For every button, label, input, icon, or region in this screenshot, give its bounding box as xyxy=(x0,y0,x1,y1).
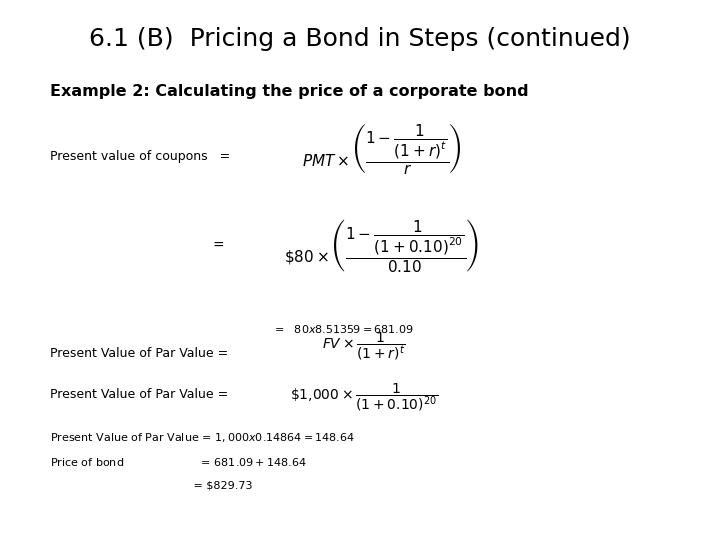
Text: 6.1 (B)  Pricing a Bond in Steps (continued): 6.1 (B) Pricing a Bond in Steps (continu… xyxy=(89,27,631,51)
Text: =: = xyxy=(212,239,224,253)
Text: = $829.73: = $829.73 xyxy=(50,481,253,491)
Text: Present Value of Par Value =: Present Value of Par Value = xyxy=(50,388,229,401)
Text: Example 2: Calculating the price of a corporate bond: Example 2: Calculating the price of a co… xyxy=(50,84,529,99)
Text: $PMT\times\left(\dfrac{1-\dfrac{1}{(1+r)^{t}}}{r}\right)$: $PMT\times\left(\dfrac{1-\dfrac{1}{(1+r)… xyxy=(302,121,462,176)
Text: Present Value of Par Value = $1,000 x 0.14864 = $148.64: Present Value of Par Value = $1,000 x 0.… xyxy=(50,431,356,444)
Text: $\$1{,}000\times\dfrac{1}{(1+0.10)^{20}}$: $\$1{,}000\times\dfrac{1}{(1+0.10)^{20}}… xyxy=(289,381,438,413)
Text: Price of bond                      = $681.09 + $148.64: Price of bond = $681.09 + $148.64 xyxy=(50,456,307,468)
Text: $\$80\times\left(\dfrac{1-\dfrac{1}{(1+0.10)^{20}}}{0.10}\right)$: $\$80\times\left(\dfrac{1-\dfrac{1}{(1+0… xyxy=(284,217,480,274)
Text: =   $80 x 8.51359 = $681.09: = $80 x 8.51359 = $681.09 xyxy=(274,323,413,335)
Text: Present Value of Par Value =: Present Value of Par Value = xyxy=(50,347,229,360)
Text: $FV\times\dfrac{1}{(1+r)^{t}}$: $FV\times\dfrac{1}{(1+r)^{t}}$ xyxy=(322,329,405,362)
Text: Present value of coupons   =: Present value of coupons = xyxy=(50,150,230,163)
